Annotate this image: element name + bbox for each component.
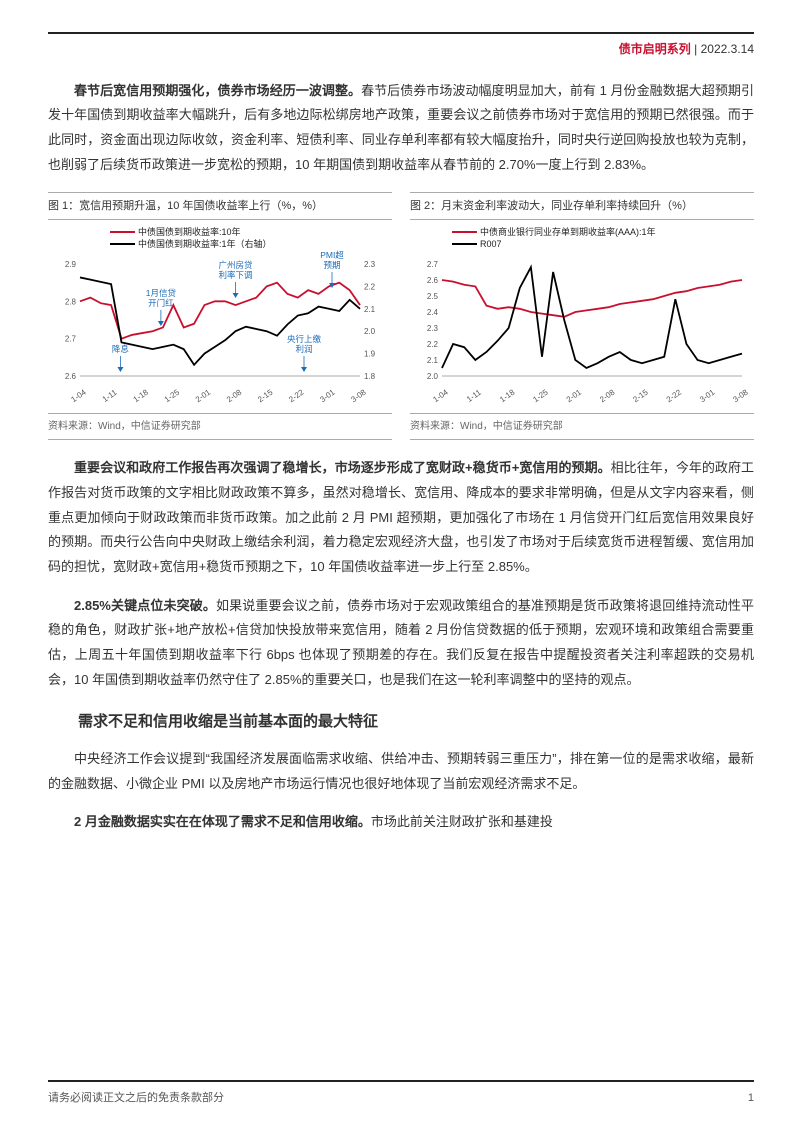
svg-text:2.6: 2.6 [427, 276, 439, 285]
svg-text:2.2: 2.2 [427, 340, 439, 349]
svg-text:预期: 预期 [323, 260, 340, 270]
svg-text:1-25: 1-25 [163, 388, 182, 405]
chart-1: 中债国债到期收益率:10年中债国债到期收益率:1年（右轴） 1-04 1-11 1-1… [48, 224, 392, 404]
svg-text:1-25: 1-25 [531, 388, 550, 405]
svg-text:2.8: 2.8 [65, 298, 77, 307]
svg-text:1-18: 1-18 [132, 388, 151, 405]
chart-1-title: 图 1：宽信用预期升温，10 年国债收益率上行（%，%） [48, 192, 392, 221]
paragraph-1: 春节后宽信用预期强化，债券市场经历一波调整。春节后债券市场波动幅度明显加大，前有… [48, 79, 754, 178]
svg-text:PMI超: PMI超 [320, 250, 344, 260]
svg-text:中债商业银行同业存单到期收益率(AAA):1年: 中债商业银行同业存单到期收益率(AAA):1年 [480, 226, 656, 237]
para3-bold: 2.85%关键点位未突破。 [74, 598, 216, 613]
svg-text:中债国债到期收益率:10年: 中债国债到期收益率:10年 [138, 226, 241, 237]
paragraph-2: 重要会议和政府工作报告再次强调了稳增长，市场逐步形成了宽财政+稳货币+宽信用的预… [48, 456, 754, 579]
svg-text:2.3: 2.3 [427, 324, 439, 333]
header-separator: | [691, 42, 701, 56]
svg-text:2-15: 2-15 [256, 388, 275, 405]
svg-text:3-01: 3-01 [698, 388, 717, 405]
svg-text:广州房贷: 广州房贷 [219, 260, 254, 270]
svg-text:2.9: 2.9 [65, 260, 77, 269]
para1-bold: 春节后宽信用预期强化，债券市场经历一波调整。 [74, 83, 361, 98]
svg-text:R007: R007 [480, 239, 502, 249]
footer-disclaimer: 请务必阅读正文之后的免责条款部分 [48, 1088, 224, 1109]
header-series: 债市启明系列 [619, 42, 691, 56]
svg-text:1.9: 1.9 [364, 350, 376, 359]
svg-text:1.8: 1.8 [364, 372, 376, 381]
svg-text:2.6: 2.6 [65, 372, 77, 381]
svg-text:2.0: 2.0 [427, 372, 439, 381]
chart-1-source: 资料来源：Wind，中信证券研究部 [48, 413, 392, 440]
page-header: 债市启明系列 | 2022.3.14 [48, 38, 754, 61]
paragraph-3: 2.85%关键点位未突破。如果说重要会议之前，债券市场对于宏观政策组合的基准预期… [48, 594, 754, 693]
svg-text:2.4: 2.4 [427, 308, 439, 317]
svg-text:2-15: 2-15 [631, 388, 650, 405]
svg-text:2.5: 2.5 [427, 292, 439, 301]
header-date: 2022.3.14 [701, 42, 754, 56]
section-title: 需求不足和信用收缩是当前基本面的最大特征 [48, 708, 754, 737]
svg-text:3-01: 3-01 [318, 388, 337, 405]
paragraph-4: 中央经济工作会议提到“我国经济发展面临需求收缩、供给冲击、预期转弱三重压力”，排… [48, 747, 754, 796]
svg-text:3-08: 3-08 [349, 388, 368, 405]
svg-text:2-08: 2-08 [598, 388, 617, 405]
para2-bold: 重要会议和政府工作报告再次强调了稳增长，市场逐步形成了宽财政+稳货币+宽信用的预… [74, 460, 611, 475]
chart-2-column: 图 2：月末资金利率波动大，同业存单利率持续回升（%） 中债商业银行同业存单到期… [410, 192, 754, 453]
svg-text:1-11: 1-11 [101, 388, 119, 404]
svg-text:央行上缴: 央行上缴 [287, 334, 322, 344]
svg-text:1月信贷: 1月信贷 [146, 288, 177, 298]
svg-text:2-22: 2-22 [665, 388, 684, 405]
para2-rest: 相比往年，今年的政府工作报告对货币政策的文字相比财政政策不算多，虽然对稳增长、宽… [48, 460, 754, 574]
svg-text:2.3: 2.3 [364, 260, 376, 269]
chart-2: 中债商业银行同业存单到期收益率(AAA):1年 R007 1-04 1-11 1-18 1… [410, 224, 754, 404]
footer-page-number: 1 [748, 1088, 754, 1109]
svg-text:1-04: 1-04 [431, 388, 450, 405]
svg-text:降息: 降息 [112, 344, 130, 354]
svg-text:3-08: 3-08 [731, 388, 750, 405]
svg-text:2.2: 2.2 [364, 283, 376, 292]
chart-2-source: 资料来源：Wind，中信证券研究部 [410, 413, 754, 440]
svg-text:2.1: 2.1 [427, 356, 439, 365]
chart-2-title: 图 2：月末资金利率波动大，同业存单利率持续回升（%） [410, 192, 754, 221]
para5-bold: 2 月金融数据实实在在体现了需求不足和信用收缩。 [74, 814, 371, 829]
svg-text:2.7: 2.7 [427, 260, 439, 269]
svg-text:利率下调: 利率下调 [219, 270, 253, 280]
svg-text:2-22: 2-22 [287, 388, 306, 405]
paragraph-5: 2 月金融数据实实在在体现了需求不足和信用收缩。市场此前关注财政扩张和基建投 [48, 810, 754, 835]
svg-text:2.7: 2.7 [65, 335, 77, 344]
para5-rest: 市场此前关注财政扩张和基建投 [371, 814, 553, 829]
svg-text:2.1: 2.1 [364, 305, 376, 314]
svg-text:2-01: 2-01 [194, 388, 213, 405]
svg-text:2.0: 2.0 [364, 328, 376, 337]
svg-text:2-08: 2-08 [225, 388, 244, 405]
svg-text:中债国债到期收益率:1年（右轴）: 中债国债到期收益率:1年（右轴） [138, 238, 272, 249]
svg-text:1-11: 1-11 [465, 388, 483, 404]
page-footer: 请务必阅读正文之后的免责条款部分 1 [48, 1080, 754, 1109]
svg-text:利润: 利润 [295, 344, 312, 354]
svg-text:开门红: 开门红 [148, 298, 174, 308]
svg-text:1-04: 1-04 [69, 388, 88, 405]
chart-1-column: 图 1：宽信用预期升温，10 年国债收益率上行（%，%） 中债国债到期收益率:1… [48, 192, 392, 453]
svg-text:1-18: 1-18 [498, 388, 517, 405]
svg-text:2-01: 2-01 [565, 388, 584, 405]
